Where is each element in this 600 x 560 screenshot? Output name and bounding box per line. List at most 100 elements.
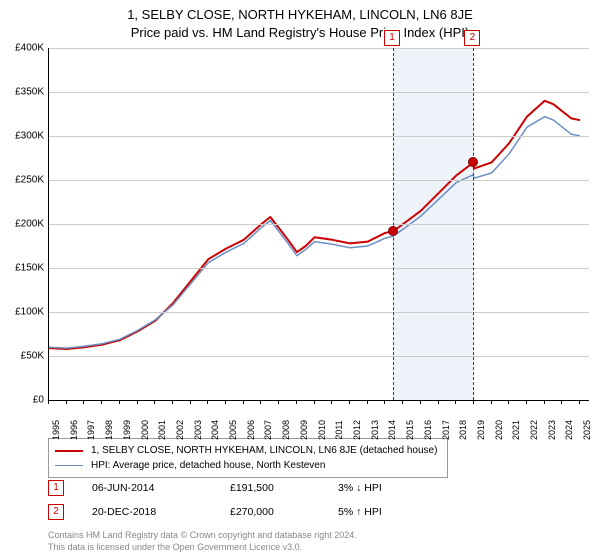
x-axis-label: 2006	[246, 420, 256, 440]
gridline	[49, 48, 589, 49]
x-axis-label: 2017	[441, 420, 451, 440]
legend-label: HPI: Average price, detached house, Nort…	[91, 458, 325, 473]
x-axis-label: 2002	[175, 420, 185, 440]
legend-item: 1, SELBY CLOSE, NORTH HYKEHAM, LINCOLN, …	[55, 443, 441, 458]
x-axis-label: 2010	[317, 420, 327, 440]
gridline	[49, 356, 589, 357]
event-point-marker	[468, 157, 478, 167]
y-axis-label: £50K	[21, 351, 44, 362]
x-axis-label: 1998	[104, 420, 114, 440]
y-axis-label: £300K	[15, 131, 44, 142]
x-tick	[260, 400, 261, 404]
x-axis-label: 2013	[370, 420, 380, 440]
x-axis-label: 2008	[281, 420, 291, 440]
y-axis-label: £350K	[15, 87, 44, 98]
event-marker-flag: 1	[384, 30, 400, 46]
event-table: 1 06-JUN-2014 £191,500 3% ↓ HPI 2 20-DEC-2018…	[48, 480, 568, 528]
x-axis-label: 2003	[193, 420, 203, 440]
gridline	[49, 224, 589, 225]
x-tick	[544, 400, 545, 404]
title-line-1: 1, SELBY CLOSE, NORTH HYKEHAM, LINCOLN, …	[0, 6, 600, 24]
gridline	[49, 268, 589, 269]
legend-swatch	[55, 450, 83, 452]
x-axis-label: 2015	[405, 420, 415, 440]
x-tick	[48, 400, 49, 404]
x-tick	[83, 400, 84, 404]
chart-plot-area	[48, 48, 589, 401]
gridline	[49, 92, 589, 93]
x-axis-label: 1996	[69, 420, 79, 440]
x-axis-label: 2007	[263, 420, 273, 440]
x-axis-label: 2018	[458, 420, 468, 440]
event-date: 06-JUN-2014	[92, 482, 202, 494]
event-marker-flag: 2	[464, 30, 480, 46]
event-price: £191,500	[230, 482, 310, 494]
x-axis-label: 2022	[529, 420, 539, 440]
x-tick	[508, 400, 509, 404]
x-axis-label: 2021	[511, 420, 521, 440]
x-axis-label: 1997	[86, 420, 96, 440]
y-axis-label: £0	[33, 395, 44, 406]
x-tick	[190, 400, 191, 404]
x-tick	[438, 400, 439, 404]
x-tick	[225, 400, 226, 404]
event-row: 1 06-JUN-2014 £191,500 3% ↓ HPI	[48, 480, 568, 496]
event-vline	[473, 48, 474, 400]
chart-title-block: 1, SELBY CLOSE, NORTH HYKEHAM, LINCOLN, …	[0, 0, 600, 42]
x-axis-label: 2011	[334, 420, 344, 439]
event-pct-vs-hpi: 3% ↓ HPI	[338, 482, 418, 494]
x-tick	[367, 400, 368, 404]
event-price: £270,000	[230, 506, 310, 518]
x-axis-label: 2004	[210, 420, 220, 440]
x-tick	[278, 400, 279, 404]
legend: 1, SELBY CLOSE, NORTH HYKEHAM, LINCOLN, …	[48, 438, 448, 478]
x-axis-label: 2016	[423, 420, 433, 440]
x-axis-label: 2024	[564, 420, 574, 440]
x-tick	[349, 400, 350, 404]
gridline	[49, 312, 589, 313]
x-axis-label: 2012	[352, 420, 362, 440]
x-axis-label: 2014	[387, 420, 397, 440]
legend-item: HPI: Average price, detached house, Nort…	[55, 458, 441, 473]
x-tick	[172, 400, 173, 404]
y-axis-label: £250K	[15, 175, 44, 186]
event-date: 20-DEC-2018	[92, 506, 202, 518]
footer-line-1: Contains HM Land Registry data © Crown c…	[48, 530, 357, 542]
x-tick	[420, 400, 421, 404]
x-tick	[561, 400, 562, 404]
x-tick	[473, 400, 474, 404]
y-axis-label: £150K	[15, 263, 44, 274]
x-axis-label: 2005	[228, 420, 238, 440]
x-tick	[526, 400, 527, 404]
x-axis-label: 1995	[51, 420, 61, 440]
event-point-marker	[388, 226, 398, 236]
title-line-2: Price paid vs. HM Land Registry's House …	[0, 24, 600, 42]
x-axis-label: 2023	[547, 420, 557, 440]
x-tick	[66, 400, 67, 404]
x-tick	[119, 400, 120, 404]
x-tick	[384, 400, 385, 404]
footer-attribution: Contains HM Land Registry data © Crown c…	[48, 530, 357, 553]
event-index-box: 2	[48, 504, 64, 520]
x-tick	[402, 400, 403, 404]
event-index-box: 1	[48, 480, 64, 496]
x-tick	[296, 400, 297, 404]
event-row: 2 20-DEC-2018 £270,000 5% ↑ HPI	[48, 504, 568, 520]
x-axis-label: 2025	[582, 420, 592, 440]
x-tick	[207, 400, 208, 404]
gridline	[49, 136, 589, 137]
x-tick	[331, 400, 332, 404]
x-tick	[101, 400, 102, 404]
x-tick	[314, 400, 315, 404]
x-axis-label: 2020	[494, 420, 504, 440]
gridline	[49, 180, 589, 181]
x-axis-label: 2001	[157, 420, 167, 440]
legend-swatch	[55, 465, 83, 466]
x-axis-label: 1999	[122, 420, 132, 440]
x-axis-label: 2019	[476, 420, 486, 440]
event-pct-vs-hpi: 5% ↑ HPI	[338, 506, 418, 518]
y-axis-label: £200K	[15, 219, 44, 230]
x-tick	[137, 400, 138, 404]
x-tick	[491, 400, 492, 404]
x-axis-label: 2000	[140, 420, 150, 440]
